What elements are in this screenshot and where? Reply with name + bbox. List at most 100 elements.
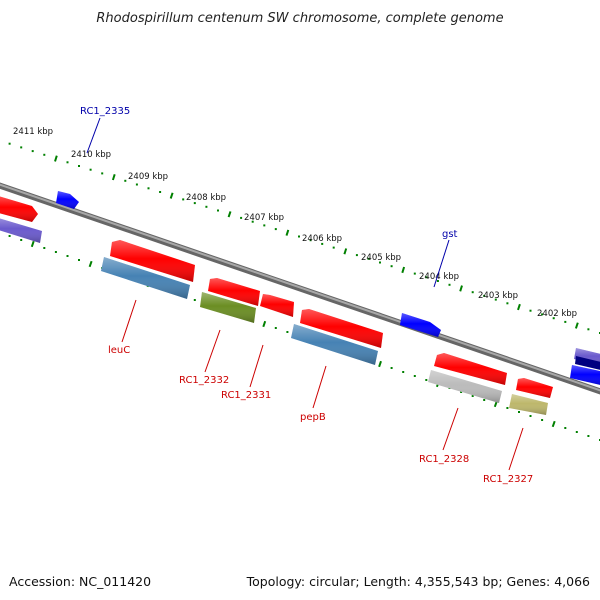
gene-purple-left-edge[interactable]: [0, 217, 42, 243]
kbp-label: 2402 kbp: [537, 309, 577, 319]
minor-tick: [402, 371, 405, 373]
minor-tick: [78, 165, 80, 167]
major-tick: [285, 229, 290, 236]
gene-leuc[interactable]: [101, 257, 190, 299]
gene-rc1-2335[interactable]: [56, 191, 79, 209]
gene-rc1-2331[interactable]: [260, 294, 294, 317]
gene-label-gst[interactable]: gst: [442, 229, 458, 240]
gene-pepb[interactable]: [291, 324, 378, 365]
minor-tick: [541, 313, 544, 316]
minor-tick: [460, 391, 463, 393]
minor-tick: [193, 202, 196, 205]
gene-gst[interactable]: [400, 313, 441, 337]
minor-tick: [8, 142, 11, 145]
minor-tick: [332, 246, 335, 249]
minor-tick: [587, 328, 590, 331]
minor-tick: [263, 224, 266, 227]
minor-tick: [575, 431, 578, 433]
gene-label-pepb[interactable]: pepB: [300, 412, 326, 423]
minor-tick: [147, 187, 150, 190]
minor-tick: [20, 146, 23, 149]
minor-tick: [54, 251, 57, 253]
kbp-label: 2406 kbp: [302, 234, 342, 244]
major-tick: [262, 320, 267, 328]
minor-tick: [483, 294, 486, 297]
minor-tick: [31, 150, 34, 153]
gene-red-2329[interactable]: [434, 353, 507, 385]
kbp-label: 2403 kbp: [478, 291, 518, 301]
minor-tick: [43, 153, 46, 156]
minor-tick: [506, 407, 509, 409]
gene-navy-right-edge[interactable]: [575, 356, 600, 371]
topology-text: Topology: circular; Length: 4,355,543 bp…: [246, 574, 590, 589]
gene-label-rc1-2331[interactable]: RC1_2331: [221, 390, 271, 401]
minor-tick: [564, 427, 567, 429]
minor-tick: [286, 331, 289, 333]
minor-tick: [529, 415, 532, 417]
gene-red-left-edge[interactable]: [0, 195, 38, 222]
minor-tick: [321, 242, 324, 245]
kbp-label: 2409 kbp: [128, 172, 168, 182]
minor-tick: [251, 220, 254, 223]
major-tick: [169, 192, 174, 199]
major-tick: [88, 260, 93, 268]
minor-tick: [159, 191, 162, 193]
gene-features: [0, 191, 600, 415]
minor-tick: [564, 320, 567, 323]
minor-tick: [101, 172, 104, 175]
major-tick: [517, 303, 521, 311]
major-tick: [111, 173, 116, 181]
gene-rc1-2327[interactable]: [509, 394, 548, 415]
gene-labels: RC1_2335 gst leuC RC1_2332 RC1_2331 pepB…: [80, 106, 533, 485]
major-tick: [459, 285, 463, 292]
gene-red-2330[interactable]: [300, 309, 383, 348]
minor-tick: [274, 327, 277, 329]
gene-red-2333[interactable]: [208, 278, 260, 306]
gene-label-leuc[interactable]: leuC: [108, 345, 130, 356]
minor-tick: [8, 235, 11, 237]
leader-rc1-2327: [508, 427, 524, 471]
leader-leuc: [121, 299, 137, 343]
gene-rc1-2332[interactable]: [200, 292, 256, 323]
minor-tick: [413, 375, 416, 377]
gene-label-rc1-2335[interactable]: RC1_2335: [80, 106, 130, 117]
leader-rc1-2335: [86, 117, 101, 154]
minor-tick: [483, 399, 486, 401]
minor-tick: [471, 291, 474, 294]
leader-rc1-2332: [204, 329, 221, 373]
minor-tick: [135, 183, 138, 186]
gene-blue-right-edge[interactable]: [570, 365, 600, 386]
minor-tick: [518, 411, 520, 413]
kbp-labels: 2411 kbp 2410 kbp 2409 kbp 2408 kbp 2407…: [13, 127, 577, 319]
minor-tick: [494, 298, 497, 301]
minor-tick: [66, 161, 69, 164]
minor-tick: [240, 216, 243, 219]
minor-tick: [552, 317, 555, 320]
minor-tick: [217, 209, 219, 212]
leader-rc1-2331: [249, 344, 264, 388]
kbp-label: 2408 kbp: [186, 193, 226, 203]
kbp-label: 2410 kbp: [71, 150, 111, 160]
chromosome-backbone: [0, 182, 600, 395]
major-tick: [574, 322, 579, 329]
outer-tick-track: [8, 142, 600, 334]
minor-tick: [193, 299, 196, 301]
minor-tick: [425, 276, 428, 279]
gene-red-2334[interactable]: [110, 240, 195, 282]
minor-tick: [448, 283, 451, 286]
minor-tick: [205, 205, 208, 208]
kbp-label: 2404 kbp: [419, 272, 459, 282]
minor-tick: [367, 257, 370, 260]
map-title: Rhodospirillum centenum SW chromosome, c…: [96, 11, 503, 26]
gene-label-rc1-2332[interactable]: RC1_2332: [179, 375, 229, 386]
gene-red-2327-upper[interactable]: [516, 378, 553, 398]
leader-rc1-2328: [442, 407, 459, 451]
gene-label-rc1-2328[interactable]: RC1_2328: [419, 454, 469, 465]
gene-label-rc1-2327[interactable]: RC1_2327: [483, 474, 533, 485]
minor-tick: [425, 379, 428, 381]
gene-rc1-2328[interactable]: [428, 370, 502, 403]
major-tick: [54, 155, 58, 162]
minor-tick: [274, 228, 277, 231]
accession-text: Accession: NC_011420: [9, 574, 152, 589]
